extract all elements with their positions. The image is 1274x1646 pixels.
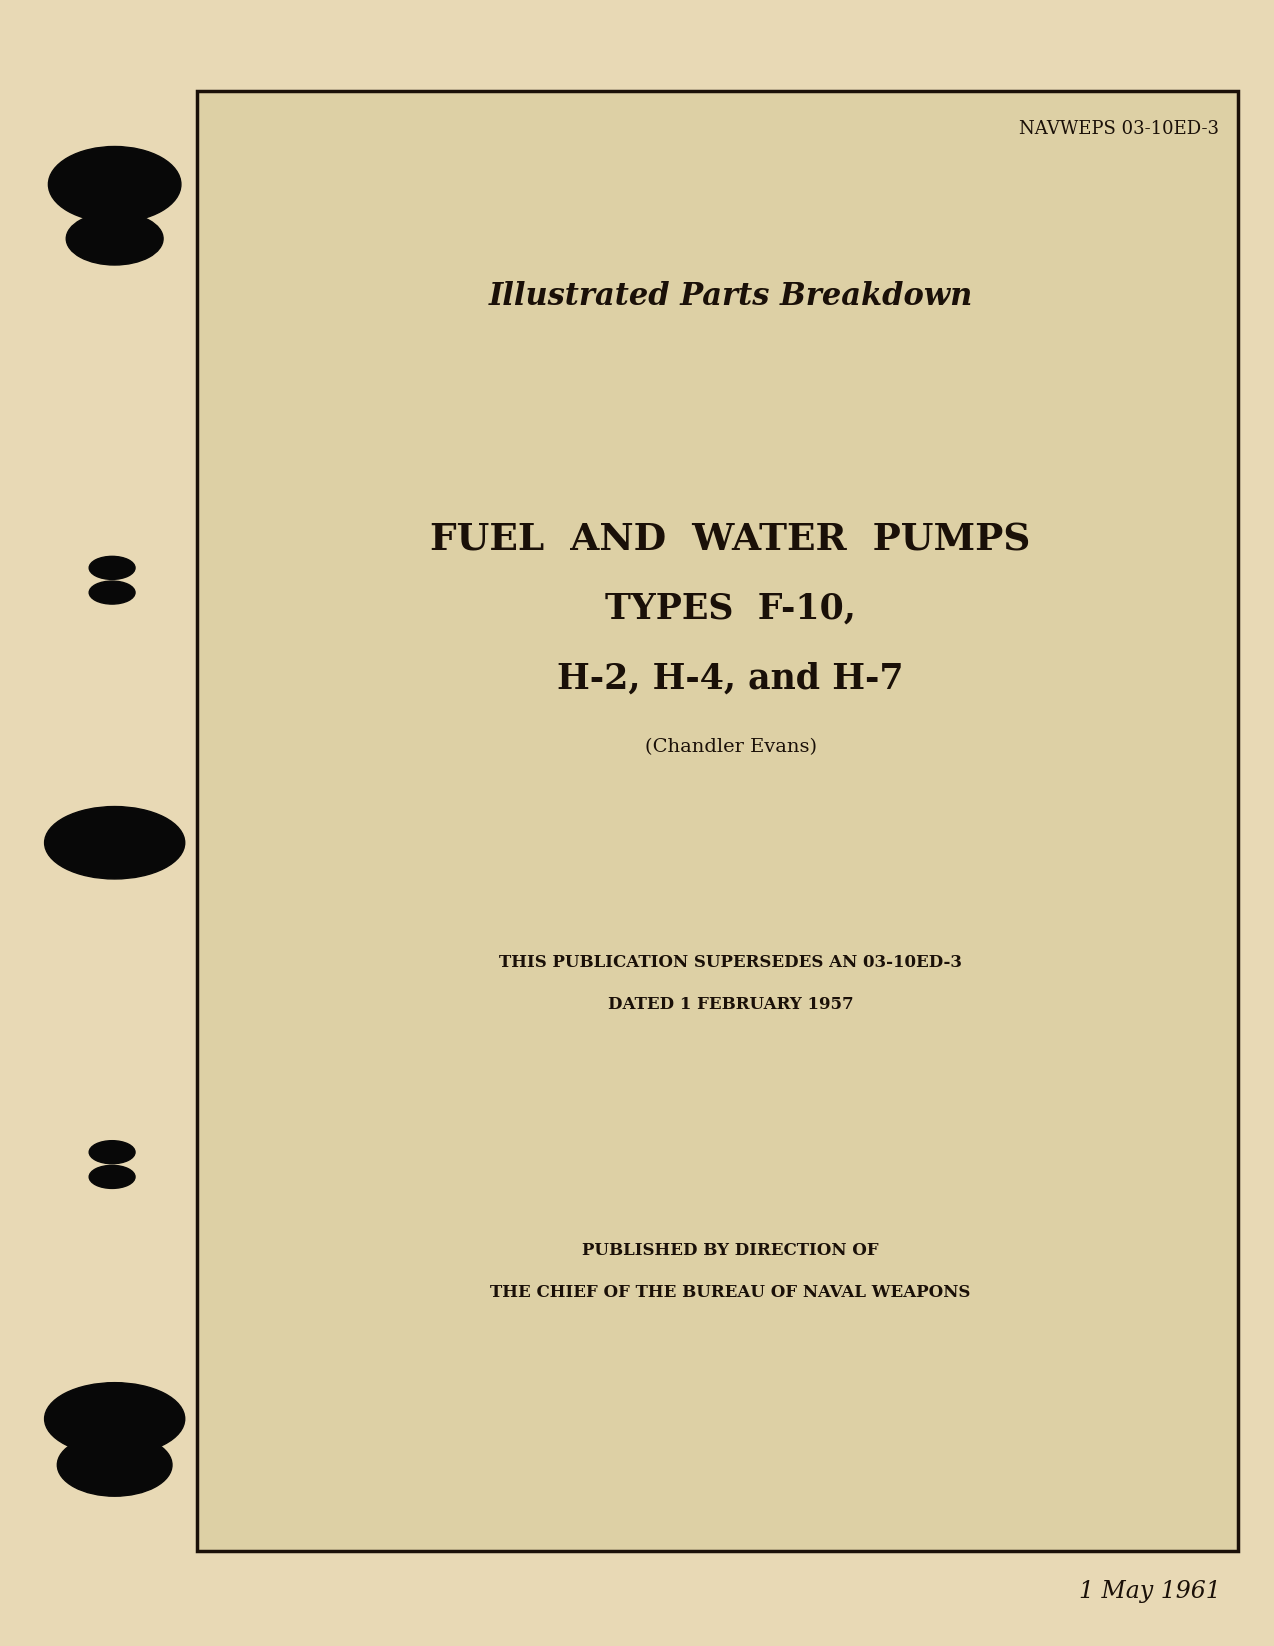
Ellipse shape [89, 1141, 135, 1164]
Text: (Chandler Evans): (Chandler Evans) [645, 739, 817, 756]
Ellipse shape [45, 807, 185, 879]
Ellipse shape [89, 556, 135, 579]
Ellipse shape [66, 212, 163, 265]
Ellipse shape [89, 581, 135, 604]
Text: 1 May 1961: 1 May 1961 [1079, 1580, 1220, 1603]
Bar [197, 91, 1238, 1551]
Text: DATED 1 FEBRUARY 1957: DATED 1 FEBRUARY 1957 [608, 996, 854, 1012]
Text: TYPES  F-10,: TYPES F-10, [605, 593, 856, 625]
Text: NAVWEPS 03-10ED-3: NAVWEPS 03-10ED-3 [1019, 120, 1219, 138]
Ellipse shape [57, 1434, 172, 1496]
Ellipse shape [48, 146, 181, 222]
Text: FUEL  AND  WATER  PUMPS: FUEL AND WATER PUMPS [431, 522, 1031, 558]
Text: THIS PUBLICATION SUPERSEDES AN 03-10ED-3: THIS PUBLICATION SUPERSEDES AN 03-10ED-3 [499, 955, 962, 971]
Text: H-2, H-4, and H-7: H-2, H-4, and H-7 [557, 662, 905, 695]
Text: PUBLISHED BY DIRECTION OF: PUBLISHED BY DIRECTION OF [582, 1243, 879, 1259]
Text: THE CHIEF OF THE BUREAU OF NAVAL WEAPONS: THE CHIEF OF THE BUREAU OF NAVAL WEAPONS [490, 1284, 971, 1300]
Ellipse shape [45, 1383, 185, 1455]
Text: Illustrated Parts Breakdown: Illustrated Parts Breakdown [488, 281, 973, 311]
Ellipse shape [89, 1165, 135, 1188]
